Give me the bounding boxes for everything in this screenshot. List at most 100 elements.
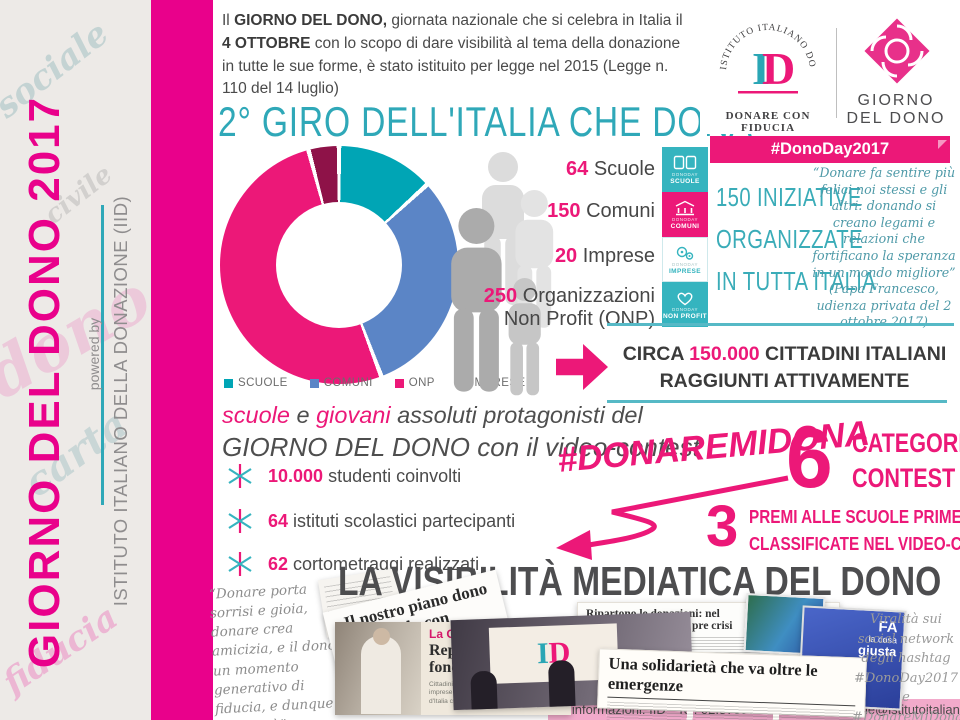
tile-label: COMUNI — [670, 222, 700, 230]
sidebar-title: GIORNO DEL DONO 2017 — [20, 95, 69, 669]
bullet-cortometraggi: 62 cortometraggi realizzati — [226, 550, 479, 578]
tile-non-profit: DONODAY NON PROFIT — [662, 282, 708, 327]
papa-francesco-quote: “Donare fa sentire più felici noi stessi… — [809, 165, 959, 331]
stat-label: Scuole — [588, 158, 655, 180]
donoday-ribbon: #DonoDay2017 — [710, 136, 950, 163]
stat-number: 64 — [566, 158, 589, 180]
prizes-line2: CLASSIFICATE NEL VIDEO-CONTEST — [749, 534, 960, 554]
legend-item: COMUNI — [309, 377, 373, 389]
heading-line2b: con il video-contest — [470, 432, 700, 462]
legend-item: ONP — [394, 377, 435, 389]
tile-label: IMPRESE — [668, 267, 702, 275]
contest-categories-number: 6 — [786, 411, 833, 505]
virality-note: Viralità sui social network degli hashta… — [852, 612, 960, 720]
stat-number: 150 — [547, 200, 581, 222]
word-giovani: giovani — [316, 402, 391, 428]
initiatives-block: 150 INIZIATIVE ORGANIZZATE IN TUTTA ITAL… — [716, 176, 921, 302]
stat-label: Imprese — [577, 245, 655, 267]
stat-number: 250 — [483, 285, 518, 307]
clipping-photo — [335, 622, 421, 715]
intro-pre: Il — [222, 12, 235, 29]
sidebar-organization: ISTITUTO ITALIANO DELLA DONAZIONE (IID) — [110, 195, 131, 607]
bullet-number: 10.000 — [268, 465, 324, 486]
reach-pre: CIRCA — [622, 343, 690, 365]
clipping-headline: Una solidarietà che va oltre le emergenz… — [607, 653, 857, 707]
heading-line2a: GIORNO DEL DONO — [222, 432, 471, 462]
iid-tagline: DONARE CON FIDUCIA — [725, 110, 811, 134]
iid-letter-d: D — [762, 43, 795, 94]
stat-number: 20 — [554, 245, 578, 267]
page-title: 2° GIRO DELL'ITALIA CHE DONA — [218, 98, 753, 145]
gears-icon — [676, 246, 694, 260]
audience-silhouette — [470, 670, 498, 711]
asterisk-icon — [228, 464, 252, 488]
stat-imprese: 20 Imprese — [555, 245, 655, 268]
quote-text: “Donare fa sentire più felici noi stessi… — [812, 165, 956, 280]
gdd-line2: DEL DONO — [846, 110, 946, 127]
giorno-del-dono-logo — [864, 18, 930, 84]
tile-brand: DONODAY — [672, 261, 698, 267]
left-background: sociale dono carta civile fiducia — [0, 0, 151, 720]
tile-imprese: DONODAY IMPRESE — [662, 237, 708, 282]
tile-scuole: DONODAY SCUOLE — [662, 147, 708, 192]
iid-letter-i: I — [752, 43, 770, 94]
gdd-line1: GIORNO — [857, 92, 935, 109]
tile-label: NON PROFIT — [662, 312, 708, 320]
intro-mid: giornata nazionale che si celebra in Ita… — [387, 12, 683, 29]
reach-statement: CIRCA 150.000 CITTADINI ITALIANI RAGGIUN… — [612, 341, 957, 396]
contest-categorie-label: CATEGORIE — [852, 428, 960, 458]
tile-brand: DONODAY — [672, 171, 698, 177]
magenta-vertical-bar — [151, 0, 213, 720]
teal-separator-top — [607, 323, 954, 326]
iid-logo: ISTITUTO ITALIANO DONAZIONE I D — [696, 0, 816, 94]
stat-label: Comuni — [580, 200, 655, 222]
tile-brand: DONODAY — [672, 306, 698, 312]
reach-line2: RAGGIUNTI ATTIVAMENTE — [659, 370, 910, 393]
stat-label: Organizzazioni — [517, 285, 655, 307]
protagonists-heading: scuole e giovani assoluti protagonisti d… — [222, 402, 700, 463]
ribbon-fold — [938, 140, 947, 149]
asterisk-icon — [228, 509, 252, 533]
bank-icon — [675, 200, 695, 215]
teal-separator-bottom — [607, 400, 947, 403]
reach-number: 150.000 — [689, 343, 760, 365]
legend-swatch — [309, 378, 319, 388]
bullet-label: istituti scolastici partecipanti — [288, 510, 516, 531]
donut-chart — [220, 146, 458, 384]
initiatives-line2: ORGANIZZATE — [716, 224, 864, 254]
intro-bold-date: 4 OTTOBRE — [222, 34, 311, 52]
bullet-number: 62 — [268, 553, 289, 574]
reach-post: CITTADINI ITALIANI — [759, 343, 947, 365]
word-e: e — [289, 402, 317, 428]
heart-icon — [677, 292, 693, 305]
people-silhouettes — [451, 152, 554, 396]
intro-paragraph: Il GIORNO DEL DONO, giornata nazionale c… — [222, 10, 694, 101]
heading-rest: assoluti protagonisti del — [390, 402, 643, 428]
stat-scuole: 64 Scuole — [566, 158, 655, 181]
intro-rest: con lo scopo di dare visibilità al tema … — [222, 34, 681, 98]
iid-underline — [738, 91, 798, 94]
curved-arrow-icon — [556, 475, 789, 560]
ribbon-label: #DonoDay2017 — [770, 140, 890, 158]
word-scuole: scuole — [222, 402, 290, 428]
knot-motif — [870, 24, 924, 78]
logo-divider — [836, 28, 837, 118]
legend-label: COMUNI — [323, 377, 373, 389]
legend-label: SCUOLE — [238, 377, 288, 389]
tile-label: SCUOLE — [670, 177, 700, 185]
legend-swatch — [224, 378, 233, 388]
bullet-label: studenti coinvolti — [323, 465, 462, 486]
contest-prizes-number: 3 — [706, 494, 739, 559]
asterisk-icon — [228, 552, 252, 576]
logo-block: ISTITUTO ITALIANO DONAZIONE I D DONARE C… — [696, 0, 956, 134]
bullet-label: cortometraggi realizzati — [288, 553, 480, 574]
audience-silhouette — [547, 659, 576, 711]
tile-comuni: DONODAY COMUNI — [662, 192, 708, 237]
tile-brand: DONODAY — [672, 216, 698, 222]
book-icon — [673, 155, 697, 169]
legend-swatch — [394, 378, 404, 388]
intro-bold-giorno: GIORNO DEL DONO, — [234, 12, 388, 29]
bullet-studenti: 10.000 studenti coinvolti — [226, 462, 461, 490]
contest-contest-label: CONTEST — [852, 463, 956, 493]
